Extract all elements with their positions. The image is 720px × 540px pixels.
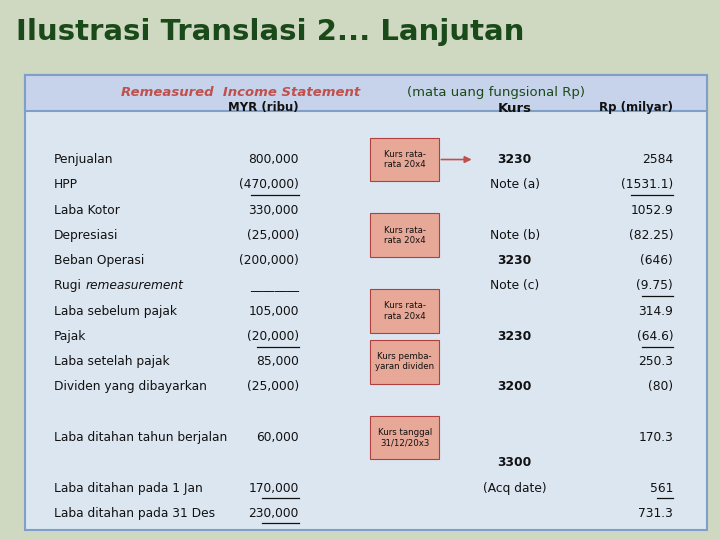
FancyBboxPatch shape (370, 340, 439, 383)
Text: Beban Operasi: Beban Operasi (54, 254, 144, 267)
Text: remeasurement: remeasurement (86, 279, 184, 292)
Text: Laba ditahan pada 31 Des: Laba ditahan pada 31 Des (54, 507, 215, 520)
Text: 800,000: 800,000 (248, 153, 299, 166)
Text: (80): (80) (648, 381, 673, 394)
Text: Remeasured  Income Statement: Remeasured Income Statement (121, 86, 360, 99)
Text: 3200: 3200 (498, 381, 532, 394)
Text: Laba Kotor: Laba Kotor (54, 204, 120, 217)
Text: Laba sebelum pajak: Laba sebelum pajak (54, 305, 177, 318)
Text: (200,000): (200,000) (239, 254, 299, 267)
Text: Note (a): Note (a) (490, 178, 540, 191)
Text: 3230: 3230 (498, 330, 532, 343)
Text: Kurs rata-
rata 20x4: Kurs rata- rata 20x4 (384, 301, 426, 321)
Text: 230,000: 230,000 (248, 507, 299, 520)
Text: Dividen yang dibayarkan: Dividen yang dibayarkan (54, 381, 207, 394)
Text: (Acq date): (Acq date) (483, 482, 546, 495)
Text: 60,000: 60,000 (256, 431, 299, 444)
Text: 314.9: 314.9 (639, 305, 673, 318)
Text: Rugi: Rugi (54, 279, 85, 292)
Text: (9.75): (9.75) (636, 279, 673, 292)
Text: MYR (ribu): MYR (ribu) (228, 102, 299, 114)
Text: 3230: 3230 (498, 153, 532, 166)
Text: (82.25): (82.25) (629, 229, 673, 242)
Text: 3230: 3230 (498, 254, 532, 267)
Text: Pajak: Pajak (54, 330, 86, 343)
Text: (25,000): (25,000) (246, 229, 299, 242)
Text: Rp (milyar): Rp (milyar) (599, 102, 673, 114)
Text: (20,000): (20,000) (247, 330, 299, 343)
Text: ________: ________ (250, 279, 299, 292)
Text: HPP: HPP (54, 178, 78, 191)
Text: Ilustrasi Translasi 2... Lanjutan: Ilustrasi Translasi 2... Lanjutan (16, 18, 524, 46)
Text: Note (c): Note (c) (490, 279, 539, 292)
Text: Laba ditahan tahun berjalan: Laba ditahan tahun berjalan (54, 431, 228, 444)
Text: (25,000): (25,000) (246, 381, 299, 394)
Text: 731.3: 731.3 (639, 507, 673, 520)
Text: (64.6): (64.6) (636, 330, 673, 343)
Text: Laba setelah pajak: Laba setelah pajak (54, 355, 170, 368)
Text: 2584: 2584 (642, 153, 673, 166)
Text: 1052.9: 1052.9 (631, 204, 673, 217)
Text: 561: 561 (650, 482, 673, 495)
Text: (mata uang fungsional Rp): (mata uang fungsional Rp) (407, 86, 585, 99)
Text: Kurs rata-
rata 20x4: Kurs rata- rata 20x4 (384, 226, 426, 245)
Text: 85,000: 85,000 (256, 355, 299, 368)
Text: 170,000: 170,000 (248, 482, 299, 495)
FancyBboxPatch shape (25, 75, 707, 530)
FancyBboxPatch shape (370, 213, 439, 257)
Text: Penjualan: Penjualan (54, 153, 114, 166)
Text: Kurs pemba-
yaran dividen: Kurs pemba- yaran dividen (375, 352, 434, 372)
Text: (646): (646) (641, 254, 673, 267)
Text: 330,000: 330,000 (248, 204, 299, 217)
Text: Depresiasi: Depresiasi (54, 229, 118, 242)
FancyBboxPatch shape (370, 138, 439, 181)
Text: (470,000): (470,000) (239, 178, 299, 191)
Text: 105,000: 105,000 (248, 305, 299, 318)
FancyBboxPatch shape (370, 416, 439, 460)
Text: Kurs rata-
rata 20x4: Kurs rata- rata 20x4 (384, 150, 426, 169)
Text: 250.3: 250.3 (638, 355, 673, 368)
Text: Kurs tanggal
31/12/20x3: Kurs tanggal 31/12/20x3 (377, 428, 432, 447)
Text: Kurs: Kurs (498, 102, 532, 114)
Text: 170.3: 170.3 (639, 431, 673, 444)
Text: (1531.1): (1531.1) (621, 178, 673, 191)
FancyBboxPatch shape (25, 75, 707, 111)
Text: Note (b): Note (b) (490, 229, 540, 242)
FancyBboxPatch shape (370, 289, 439, 333)
Text: 3300: 3300 (498, 456, 532, 469)
Text: Laba ditahan pada 1 Jan: Laba ditahan pada 1 Jan (54, 482, 203, 495)
